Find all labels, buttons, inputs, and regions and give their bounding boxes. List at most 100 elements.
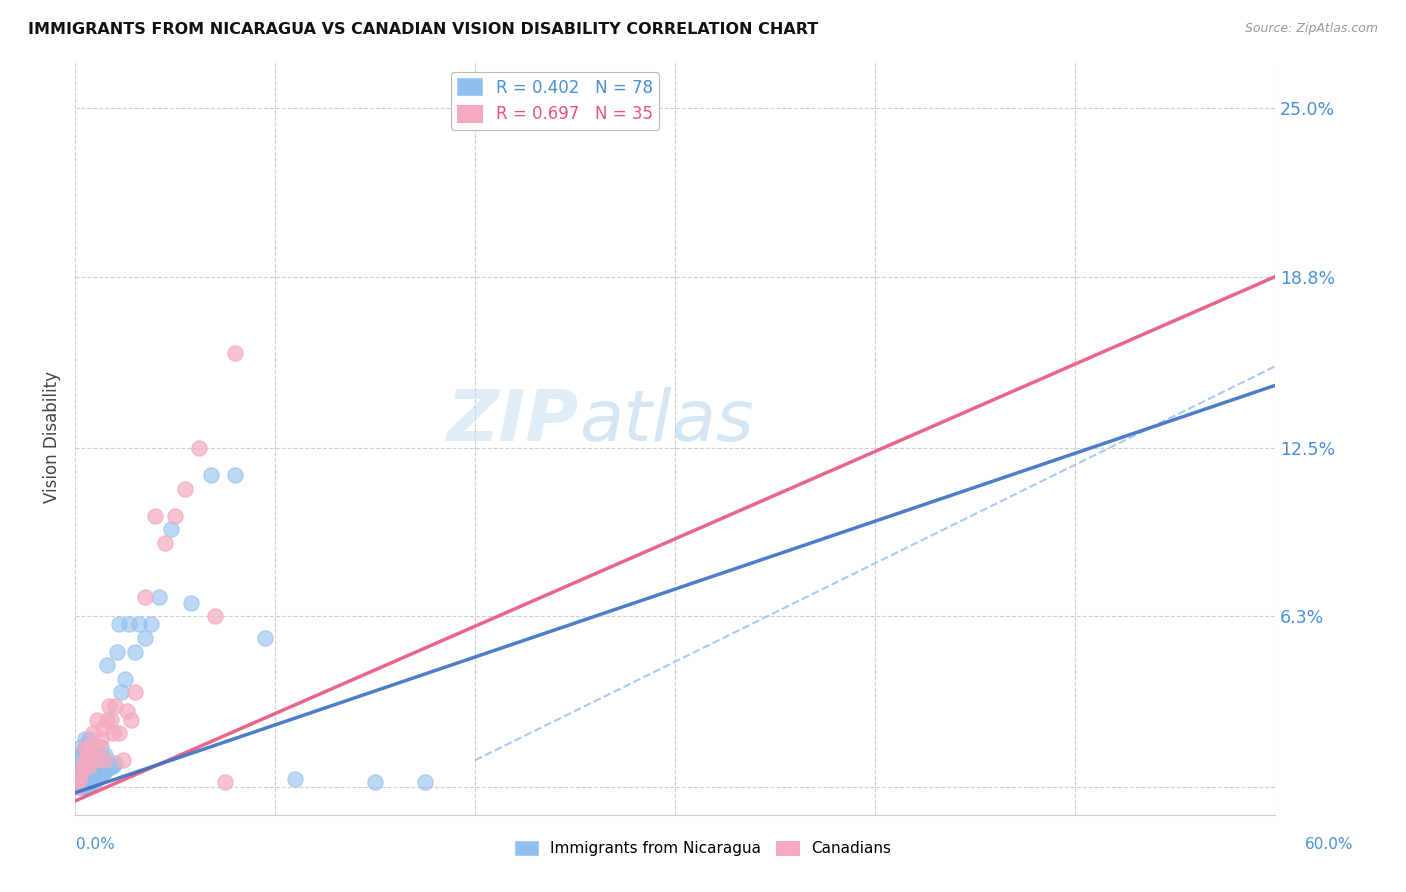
Point bbox=[72, 780, 94, 795]
Point bbox=[91, 767, 114, 781]
Point bbox=[224, 346, 246, 360]
Y-axis label: Vision Disability: Vision Disability bbox=[44, 371, 60, 503]
Point bbox=[82, 775, 104, 789]
Point bbox=[253, 631, 276, 645]
Point bbox=[90, 739, 112, 754]
Point bbox=[67, 772, 90, 787]
Point bbox=[70, 753, 93, 767]
Point bbox=[72, 758, 94, 772]
Text: 0.0%: 0.0% bbox=[76, 837, 115, 852]
Point bbox=[86, 747, 108, 762]
Point bbox=[134, 631, 156, 645]
Point bbox=[120, 713, 142, 727]
Point bbox=[143, 508, 166, 523]
Point bbox=[101, 758, 124, 772]
Legend: R = 0.402   N = 78, R = 0.697   N = 35: R = 0.402 N = 78, R = 0.697 N = 35 bbox=[450, 71, 659, 129]
Point bbox=[72, 758, 94, 772]
Point bbox=[67, 772, 90, 787]
Point bbox=[77, 758, 100, 772]
Point bbox=[80, 745, 103, 759]
Point bbox=[188, 441, 211, 455]
Point bbox=[86, 761, 108, 775]
Point bbox=[84, 739, 107, 754]
Text: atlas: atlas bbox=[579, 387, 754, 457]
Point bbox=[96, 658, 118, 673]
Point bbox=[87, 758, 110, 772]
Point bbox=[214, 775, 236, 789]
Point bbox=[104, 756, 127, 770]
Point bbox=[105, 645, 128, 659]
Point bbox=[139, 617, 162, 632]
Point bbox=[76, 747, 98, 762]
Point bbox=[163, 508, 186, 523]
Point bbox=[76, 750, 98, 764]
Point bbox=[124, 645, 146, 659]
Text: ZIP: ZIP bbox=[447, 387, 579, 457]
Point bbox=[84, 764, 107, 778]
Text: Source: ZipAtlas.com: Source: ZipAtlas.com bbox=[1244, 22, 1378, 36]
Point bbox=[77, 731, 100, 746]
Point bbox=[70, 764, 93, 778]
Point bbox=[204, 609, 226, 624]
Point bbox=[108, 726, 131, 740]
Legend: Immigrants from Nicaragua, Canadians: Immigrants from Nicaragua, Canadians bbox=[509, 835, 897, 862]
Point bbox=[94, 764, 117, 778]
Point bbox=[84, 753, 107, 767]
Point bbox=[73, 739, 96, 754]
Point bbox=[76, 778, 98, 792]
Point bbox=[94, 747, 117, 762]
Point bbox=[77, 747, 100, 762]
Point bbox=[77, 758, 100, 772]
Point bbox=[118, 617, 141, 632]
Point bbox=[96, 713, 118, 727]
Point bbox=[82, 753, 104, 767]
Point bbox=[66, 767, 89, 781]
Point bbox=[364, 775, 387, 789]
Text: IMMIGRANTS FROM NICARAGUA VS CANADIAN VISION DISABILITY CORRELATION CHART: IMMIGRANTS FROM NICARAGUA VS CANADIAN VI… bbox=[28, 22, 818, 37]
Point bbox=[90, 753, 112, 767]
Point bbox=[80, 767, 103, 781]
Point bbox=[70, 780, 93, 795]
Point bbox=[153, 536, 176, 550]
Point bbox=[82, 767, 104, 781]
Point bbox=[111, 753, 134, 767]
Point bbox=[90, 731, 112, 746]
Point bbox=[70, 772, 93, 787]
Point bbox=[91, 721, 114, 735]
Point bbox=[98, 761, 121, 775]
Point bbox=[67, 780, 90, 795]
Point bbox=[90, 767, 112, 781]
Point bbox=[174, 482, 197, 496]
Point bbox=[98, 698, 121, 713]
Point bbox=[104, 698, 127, 713]
Point bbox=[115, 704, 138, 718]
Point bbox=[180, 596, 202, 610]
Point bbox=[114, 672, 136, 686]
Point bbox=[284, 772, 307, 787]
Point bbox=[86, 772, 108, 787]
Point bbox=[73, 764, 96, 778]
Point bbox=[94, 753, 117, 767]
Point bbox=[73, 753, 96, 767]
Point bbox=[160, 523, 183, 537]
Point bbox=[108, 617, 131, 632]
Point bbox=[148, 591, 170, 605]
Point bbox=[101, 726, 124, 740]
Point bbox=[67, 761, 90, 775]
Point bbox=[72, 745, 94, 759]
Point bbox=[82, 726, 104, 740]
Point bbox=[73, 780, 96, 795]
Point bbox=[224, 468, 246, 483]
Point bbox=[66, 780, 89, 795]
Point bbox=[134, 591, 156, 605]
Point bbox=[70, 767, 93, 781]
Point bbox=[77, 767, 100, 781]
Point bbox=[70, 739, 93, 754]
Point bbox=[200, 468, 222, 483]
Point bbox=[84, 753, 107, 767]
Point bbox=[80, 756, 103, 770]
Point bbox=[87, 770, 110, 784]
Point bbox=[73, 753, 96, 767]
Point bbox=[80, 775, 103, 789]
Point bbox=[73, 731, 96, 746]
